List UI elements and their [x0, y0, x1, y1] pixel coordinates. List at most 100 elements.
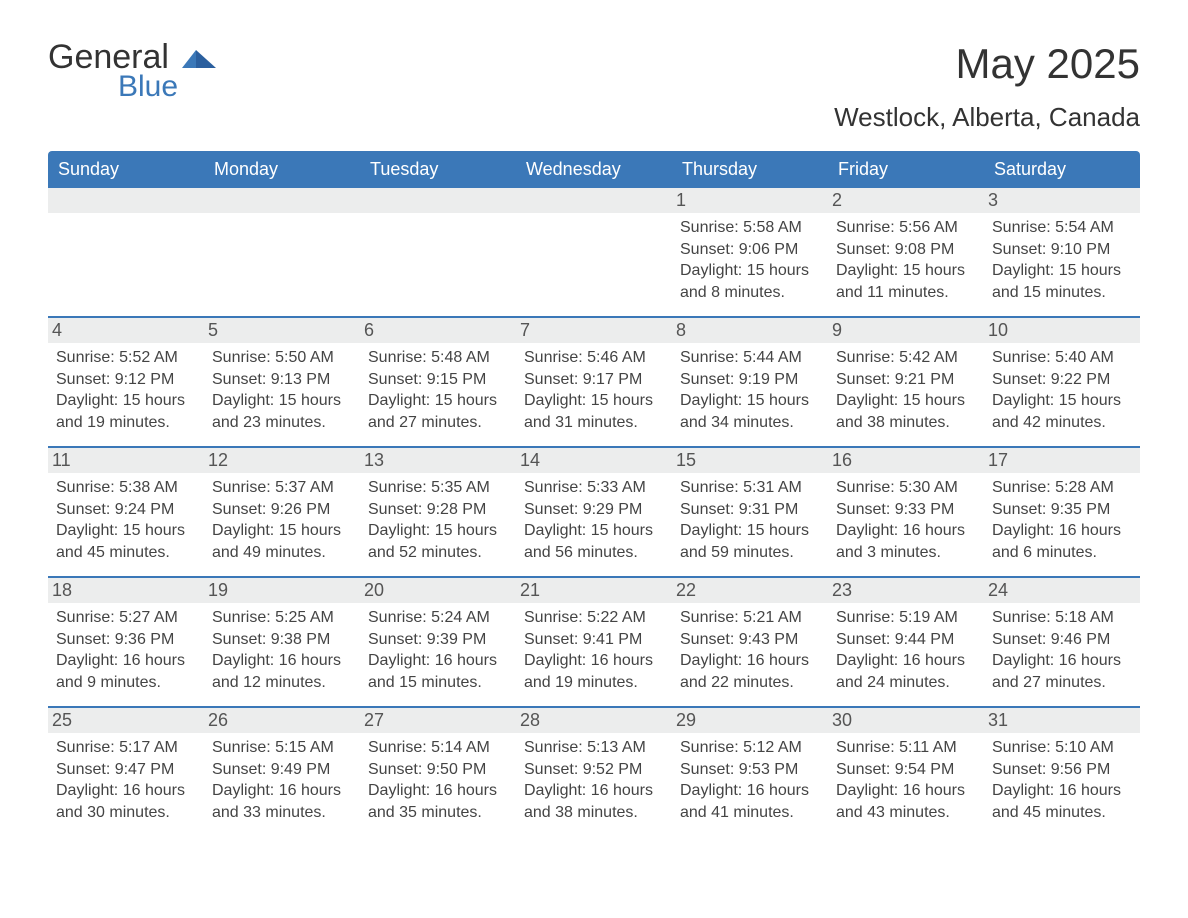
day-cell [360, 188, 516, 316]
sunset-line: Sunset: 9:53 PM [680, 759, 820, 781]
day-number: 26 [204, 708, 360, 733]
day-cell: 4Sunrise: 5:52 AMSunset: 9:12 PMDaylight… [48, 318, 204, 446]
day-number: 23 [828, 578, 984, 603]
sunrise-line: Sunrise: 5:15 AM [212, 737, 352, 759]
week-row: 18Sunrise: 5:27 AMSunset: 9:36 PMDayligh… [48, 576, 1140, 706]
daylight-line: Daylight: 15 hours and 38 minutes. [836, 390, 976, 433]
sunrise-line: Sunrise: 5:14 AM [368, 737, 508, 759]
day-cell: 24Sunrise: 5:18 AMSunset: 9:46 PMDayligh… [984, 578, 1140, 706]
sunset-line: Sunset: 9:33 PM [836, 499, 976, 521]
daylight-line: Daylight: 15 hours and 49 minutes. [212, 520, 352, 563]
page-header: General Blue May 2025 Westlock, Alberta,… [48, 40, 1140, 133]
day-number: 21 [516, 578, 672, 603]
day-cell: 8Sunrise: 5:44 AMSunset: 9:19 PMDaylight… [672, 318, 828, 446]
day-cell: 7Sunrise: 5:46 AMSunset: 9:17 PMDaylight… [516, 318, 672, 446]
sunrise-line: Sunrise: 5:42 AM [836, 347, 976, 369]
day-cell: 3Sunrise: 5:54 AMSunset: 9:10 PMDaylight… [984, 188, 1140, 316]
daylight-line: Daylight: 16 hours and 3 minutes. [836, 520, 976, 563]
day-number: 20 [360, 578, 516, 603]
day-cell: 19Sunrise: 5:25 AMSunset: 9:38 PMDayligh… [204, 578, 360, 706]
sunset-line: Sunset: 9:15 PM [368, 369, 508, 391]
month-title: May 2025 [834, 40, 1140, 88]
daylight-line: Daylight: 15 hours and 34 minutes. [680, 390, 820, 433]
day-cell [48, 188, 204, 316]
day-number: 31 [984, 708, 1140, 733]
day-detail: Sunrise: 5:12 AMSunset: 9:53 PMDaylight:… [680, 737, 820, 823]
daylight-line: Daylight: 16 hours and 19 minutes. [524, 650, 664, 693]
day-number: 28 [516, 708, 672, 733]
sunrise-line: Sunrise: 5:54 AM [992, 217, 1132, 239]
day-detail: Sunrise: 5:25 AMSunset: 9:38 PMDaylight:… [212, 607, 352, 693]
sunrise-line: Sunrise: 5:46 AM [524, 347, 664, 369]
day-detail: Sunrise: 5:33 AMSunset: 9:29 PMDaylight:… [524, 477, 664, 563]
daylight-line: Daylight: 16 hours and 15 minutes. [368, 650, 508, 693]
daylight-line: Daylight: 15 hours and 8 minutes. [680, 260, 820, 303]
day-detail: Sunrise: 5:28 AMSunset: 9:35 PMDaylight:… [992, 477, 1132, 563]
sunset-line: Sunset: 9:17 PM [524, 369, 664, 391]
day-detail: Sunrise: 5:19 AMSunset: 9:44 PMDaylight:… [836, 607, 976, 693]
logo-word2: Blue [118, 70, 178, 104]
sunrise-line: Sunrise: 5:56 AM [836, 217, 976, 239]
daylight-line: Daylight: 16 hours and 30 minutes. [56, 780, 196, 823]
daylight-line: Daylight: 15 hours and 52 minutes. [368, 520, 508, 563]
day-cell [204, 188, 360, 316]
sunset-line: Sunset: 9:29 PM [524, 499, 664, 521]
sunset-line: Sunset: 9:38 PM [212, 629, 352, 651]
sunset-line: Sunset: 9:08 PM [836, 239, 976, 261]
daylight-line: Daylight: 16 hours and 41 minutes. [680, 780, 820, 823]
day-number: 7 [516, 318, 672, 343]
sunrise-line: Sunrise: 5:48 AM [368, 347, 508, 369]
sunset-line: Sunset: 9:13 PM [212, 369, 352, 391]
day-cell: 30Sunrise: 5:11 AMSunset: 9:54 PMDayligh… [828, 708, 984, 836]
sunrise-line: Sunrise: 5:44 AM [680, 347, 820, 369]
day-number: 29 [672, 708, 828, 733]
sunset-line: Sunset: 9:10 PM [992, 239, 1132, 261]
sunrise-line: Sunrise: 5:58 AM [680, 217, 820, 239]
day-detail: Sunrise: 5:50 AMSunset: 9:13 PMDaylight:… [212, 347, 352, 433]
title-block: May 2025 Westlock, Alberta, Canada [834, 40, 1140, 133]
day-detail: Sunrise: 5:37 AMSunset: 9:26 PMDaylight:… [212, 477, 352, 563]
day-number [48, 188, 204, 213]
day-detail: Sunrise: 5:30 AMSunset: 9:33 PMDaylight:… [836, 477, 976, 563]
day-cell: 20Sunrise: 5:24 AMSunset: 9:39 PMDayligh… [360, 578, 516, 706]
sunrise-line: Sunrise: 5:13 AM [524, 737, 664, 759]
sunrise-line: Sunrise: 5:25 AM [212, 607, 352, 629]
sunset-line: Sunset: 9:41 PM [524, 629, 664, 651]
day-detail: Sunrise: 5:11 AMSunset: 9:54 PMDaylight:… [836, 737, 976, 823]
weekday-header-cell: Sunday [48, 151, 204, 188]
sunset-line: Sunset: 9:24 PM [56, 499, 196, 521]
day-cell: 11Sunrise: 5:38 AMSunset: 9:24 PMDayligh… [48, 448, 204, 576]
daylight-line: Daylight: 15 hours and 23 minutes. [212, 390, 352, 433]
day-number: 12 [204, 448, 360, 473]
sunset-line: Sunset: 9:47 PM [56, 759, 196, 781]
sunrise-line: Sunrise: 5:35 AM [368, 477, 508, 499]
sunrise-line: Sunrise: 5:31 AM [680, 477, 820, 499]
sunrise-line: Sunrise: 5:24 AM [368, 607, 508, 629]
daylight-line: Daylight: 15 hours and 11 minutes. [836, 260, 976, 303]
day-detail: Sunrise: 5:15 AMSunset: 9:49 PMDaylight:… [212, 737, 352, 823]
daylight-line: Daylight: 16 hours and 27 minutes. [992, 650, 1132, 693]
sunrise-line: Sunrise: 5:11 AM [836, 737, 976, 759]
daylight-line: Daylight: 16 hours and 9 minutes. [56, 650, 196, 693]
sunrise-line: Sunrise: 5:10 AM [992, 737, 1132, 759]
day-cell: 17Sunrise: 5:28 AMSunset: 9:35 PMDayligh… [984, 448, 1140, 576]
week-row: 25Sunrise: 5:17 AMSunset: 9:47 PMDayligh… [48, 706, 1140, 836]
day-detail: Sunrise: 5:27 AMSunset: 9:36 PMDaylight:… [56, 607, 196, 693]
day-number: 9 [828, 318, 984, 343]
sunset-line: Sunset: 9:56 PM [992, 759, 1132, 781]
day-detail: Sunrise: 5:13 AMSunset: 9:52 PMDaylight:… [524, 737, 664, 823]
day-cell: 10Sunrise: 5:40 AMSunset: 9:22 PMDayligh… [984, 318, 1140, 446]
weekday-header-cell: Wednesday [516, 151, 672, 188]
day-cell: 26 Sunrise: 5:15 AMSunset: 9:49 PMDayligh… [204, 708, 360, 836]
logo-triangle-icon [182, 44, 218, 70]
weekday-header-cell: Monday [204, 151, 360, 188]
day-detail: Sunrise: 5:48 AMSunset: 9:15 PMDaylight:… [368, 347, 508, 433]
weekday-header-row: SundayMondayTuesdayWednesdayThursdayFrid… [48, 151, 1140, 188]
daylight-line: Daylight: 16 hours and 38 minutes. [524, 780, 664, 823]
sunrise-line: Sunrise: 5:50 AM [212, 347, 352, 369]
day-detail: Sunrise: 5:42 AMSunset: 9:21 PMDaylight:… [836, 347, 976, 433]
day-number: 8 [672, 318, 828, 343]
daylight-line: Daylight: 15 hours and 42 minutes. [992, 390, 1132, 433]
day-number [204, 188, 360, 213]
day-cell: 29 Sunrise: 5:12 AMSunset: 9:53 PMDayligh… [672, 708, 828, 836]
